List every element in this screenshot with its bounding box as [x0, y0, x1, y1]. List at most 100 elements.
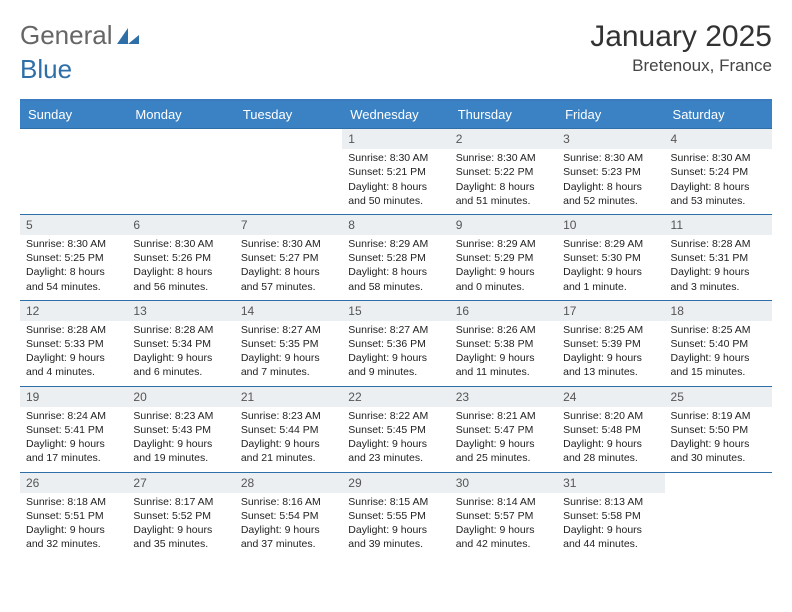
day-body	[235, 149, 342, 157]
sunset: Sunset: 5:51 PM	[26, 509, 121, 523]
day-body: Sunrise: 8:30 AMSunset: 5:24 PMDaylight:…	[665, 149, 772, 214]
sunset: Sunset: 5:43 PM	[133, 423, 228, 437]
sunrise: Sunrise: 8:30 AM	[563, 151, 658, 165]
day-body	[665, 493, 772, 501]
day-number: 19	[20, 387, 127, 407]
day-cell: 12Sunrise: 8:28 AMSunset: 5:33 PMDayligh…	[20, 301, 127, 386]
day-cell: 3Sunrise: 8:30 AMSunset: 5:23 PMDaylight…	[557, 129, 664, 214]
day-cell: 22Sunrise: 8:22 AMSunset: 5:45 PMDayligh…	[342, 387, 449, 472]
day-cell: 2Sunrise: 8:30 AMSunset: 5:22 PMDaylight…	[450, 129, 557, 214]
day-cell: 27Sunrise: 8:17 AMSunset: 5:52 PMDayligh…	[127, 473, 234, 558]
sunrise: Sunrise: 8:23 AM	[133, 409, 228, 423]
day-body: Sunrise: 8:17 AMSunset: 5:52 PMDaylight:…	[127, 493, 234, 558]
day-body: Sunrise: 8:30 AMSunset: 5:23 PMDaylight:…	[557, 149, 664, 214]
day-body: Sunrise: 8:18 AMSunset: 5:51 PMDaylight:…	[20, 493, 127, 558]
day-number: 4	[665, 129, 772, 149]
daylight: Daylight: 9 hours and 0 minutes.	[456, 265, 551, 293]
day-cell: 6Sunrise: 8:30 AMSunset: 5:26 PMDaylight…	[127, 215, 234, 300]
sunset: Sunset: 5:31 PM	[671, 251, 766, 265]
day-cell: 9Sunrise: 8:29 AMSunset: 5:29 PMDaylight…	[450, 215, 557, 300]
sunset: Sunset: 5:34 PM	[133, 337, 228, 351]
day-body: Sunrise: 8:30 AMSunset: 5:22 PMDaylight:…	[450, 149, 557, 214]
day-number: 29	[342, 473, 449, 493]
dow-tue: Tuesday	[235, 101, 342, 128]
day-number: 21	[235, 387, 342, 407]
sunrise: Sunrise: 8:13 AM	[563, 495, 658, 509]
daylight: Daylight: 9 hours and 11 minutes.	[456, 351, 551, 379]
daylight: Daylight: 8 hours and 50 minutes.	[348, 180, 443, 208]
sunset: Sunset: 5:24 PM	[671, 165, 766, 179]
sunset: Sunset: 5:39 PM	[563, 337, 658, 351]
day-cell: 24Sunrise: 8:20 AMSunset: 5:48 PMDayligh…	[557, 387, 664, 472]
sunrise: Sunrise: 8:30 AM	[348, 151, 443, 165]
daylight: Daylight: 9 hours and 1 minute.	[563, 265, 658, 293]
day-cell: 31Sunrise: 8:13 AMSunset: 5:58 PMDayligh…	[557, 473, 664, 558]
sunset: Sunset: 5:41 PM	[26, 423, 121, 437]
daylight: Daylight: 8 hours and 57 minutes.	[241, 265, 336, 293]
sunset: Sunset: 5:28 PM	[348, 251, 443, 265]
day-number: 13	[127, 301, 234, 321]
daylight: Daylight: 9 hours and 3 minutes.	[671, 265, 766, 293]
week-row: 1Sunrise: 8:30 AMSunset: 5:21 PMDaylight…	[20, 128, 772, 214]
sunrise: Sunrise: 8:27 AM	[241, 323, 336, 337]
daylight: Daylight: 9 hours and 6 minutes.	[133, 351, 228, 379]
daylight: Daylight: 9 hours and 23 minutes.	[348, 437, 443, 465]
day-cell	[127, 129, 234, 214]
week-row: 12 Sunrise: 8:28 AM Sunset: 5:33 PM Dayligh…	[20, 300, 772, 386]
location: Bretenoux, France	[590, 56, 772, 76]
day-body: Sunrise: 8:27 AMSunset: 5:36 PMDaylight:…	[342, 321, 449, 386]
day-number: 14	[235, 301, 342, 321]
day-body: Sunrise: 8:21 AMSunset: 5:47 PMDaylight:…	[450, 407, 557, 472]
sunset: Sunset: 5:22 PM	[456, 165, 551, 179]
sunrise: Sunrise: 8:17 AM	[133, 495, 228, 509]
day-number: 1	[342, 129, 449, 149]
day-cell: 26Sunrise: 8:18 AMSunset: 5:51 PMDayligh…	[20, 473, 127, 558]
day-cell	[665, 473, 772, 558]
day-body: Sunrise: 8:23 AMSunset: 5:44 PMDaylight:…	[235, 407, 342, 472]
daylight: Daylight: 8 hours and 51 minutes.	[456, 180, 551, 208]
sunset: Sunset: 5:36 PM	[348, 337, 443, 351]
day-body: Sunrise: 8:30 AMSunset: 5:26 PMDaylight:…	[127, 235, 234, 300]
dow-fri: Friday	[557, 101, 664, 128]
sunrise: Sunrise: 8:21 AM	[456, 409, 551, 423]
day-cell: 5Sunrise: 8:30 AMSunset: 5:25 PMDaylight…	[20, 215, 127, 300]
sunset: Sunset: 5:33 PM	[26, 337, 121, 351]
sunrise: Sunrise: 8:15 AM	[348, 495, 443, 509]
dow-thu: Thursday	[450, 101, 557, 128]
sunrise: Sunrise: 8:29 AM	[348, 237, 443, 251]
day-body: Sunrise: 8:20 AMSunset: 5:48 PMDaylight:…	[557, 407, 664, 472]
daylight: Daylight: 8 hours and 58 minutes.	[348, 265, 443, 293]
sunrise: Sunrise: 8:25 AM	[671, 323, 766, 337]
dow-mon: Monday	[127, 101, 234, 128]
sunset: Sunset: 5:44 PM	[241, 423, 336, 437]
title-block: January 2025 Bretenoux, France	[590, 20, 772, 76]
day-cell: 8Sunrise: 8:29 AMSunset: 5:28 PMDaylight…	[342, 215, 449, 300]
day-number: 3	[557, 129, 664, 149]
sunset: Sunset: 5:58 PM	[563, 509, 658, 523]
sunset: Sunset: 5:47 PM	[456, 423, 551, 437]
sunrise: Sunrise: 8:27 AM	[348, 323, 443, 337]
sunset: Sunset: 5:54 PM	[241, 509, 336, 523]
sunrise: Sunrise: 8:24 AM	[26, 409, 121, 423]
week-row: 26Sunrise: 8:18 AMSunset: 5:51 PMDayligh…	[20, 472, 772, 558]
day-body: Sunrise: 8:29 AMSunset: 5:28 PMDaylight:…	[342, 235, 449, 300]
daylight: Daylight: 8 hours and 53 minutes.	[671, 180, 766, 208]
sunset: Sunset: 5:27 PM	[241, 251, 336, 265]
day-cell: 13 Sunrise: 8:28 AMSunset: 5:34 PMDayligh…	[127, 301, 234, 386]
sunrise: Sunrise: 8:25 AM	[563, 323, 658, 337]
day-header-row: Sunday Monday Tuesday Wednesday Thursday…	[20, 101, 772, 128]
day-number: 2	[450, 129, 557, 149]
daylight: Daylight: 8 hours and 52 minutes.	[563, 180, 658, 208]
day-cell	[20, 129, 127, 214]
sunset: Sunset: 5:35 PM	[241, 337, 336, 351]
day-number: 26	[20, 473, 127, 493]
day-number: 12	[20, 301, 127, 321]
sunrise: Sunrise: 8:28 AM	[133, 323, 228, 337]
day-body: Sunrise: 8:26 AMSunset: 5:38 PMDaylight:…	[450, 321, 557, 386]
sunset: Sunset: 5:55 PM	[348, 509, 443, 523]
day-number: 24	[557, 387, 664, 407]
month-title: January 2025	[590, 20, 772, 54]
day-cell: 25Sunrise: 8:19 AMSunset: 5:50 PMDayligh…	[665, 387, 772, 472]
day-number: 25	[665, 387, 772, 407]
calendar: Sunday Monday Tuesday Wednesday Thursday…	[20, 99, 772, 557]
